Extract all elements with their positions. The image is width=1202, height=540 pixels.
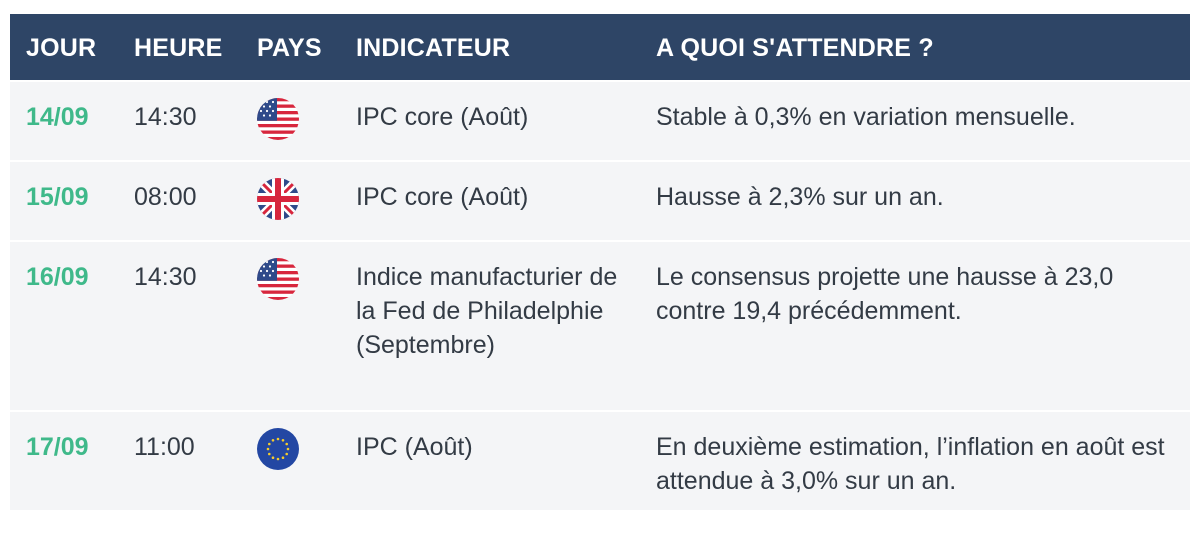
eu-flag-icon <box>257 428 299 470</box>
row-indicator: Indice manufacturier de la Fed de Philad… <box>356 263 618 359</box>
row-time: 11:00 <box>134 433 195 461</box>
us-flag-icon <box>257 258 299 300</box>
row-expectation: En deuxième estimation, l’inflation en a… <box>656 433 1165 495</box>
header-attendre: A QUOI S'ATTENDRE ? <box>656 34 934 62</box>
row-time: 14:30 <box>134 263 197 291</box>
header-jour: JOUR <box>26 34 97 62</box>
us-flag-icon <box>257 98 299 140</box>
row-time: 08:00 <box>134 183 197 211</box>
row-day: 17/09 <box>26 433 89 461</box>
row-day: 16/09 <box>26 263 89 291</box>
row-indicator: IPC (Août) <box>356 433 473 461</box>
row-indicator: IPC core (Août) <box>356 103 529 131</box>
uk-flag-icon <box>257 178 299 220</box>
economic-calendar-table: JOUR HEURE PAYS INDICATEUR A QUOI S'ATTE… <box>10 14 1190 510</box>
header-heure: HEURE <box>134 34 223 62</box>
row-time: 14:30 <box>134 103 197 131</box>
row-day: 14/09 <box>26 103 89 131</box>
table-header: JOUR HEURE PAYS INDICATEUR A QUOI S'ATTE… <box>10 14 1190 80</box>
row-expectation: Stable à 0,3% en variation mensuelle. <box>656 103 1076 131</box>
row-indicator: IPC core (Août) <box>356 183 529 211</box>
row-day: 15/09 <box>26 183 89 211</box>
row-expectation: Hausse à 2,3% sur un an. <box>656 183 944 211</box>
table-row: 14/09 14:30 IPC core (Août <box>10 80 1190 160</box>
header-indicateur: INDICATEUR <box>356 34 511 62</box>
table-row: 17/09 11:00 IPC (Août) En deuxième estim… <box>10 410 1190 510</box>
table-row: 15/09 08:00 IPC core (Août) Hausse à 2,3… <box>10 160 1190 240</box>
header-pays: PAYS <box>257 34 322 62</box>
row-expectation: Le consensus projette une hausse à 23,0 … <box>656 263 1114 325</box>
table-row: 16/09 14:30 Indice manufac <box>10 240 1190 410</box>
